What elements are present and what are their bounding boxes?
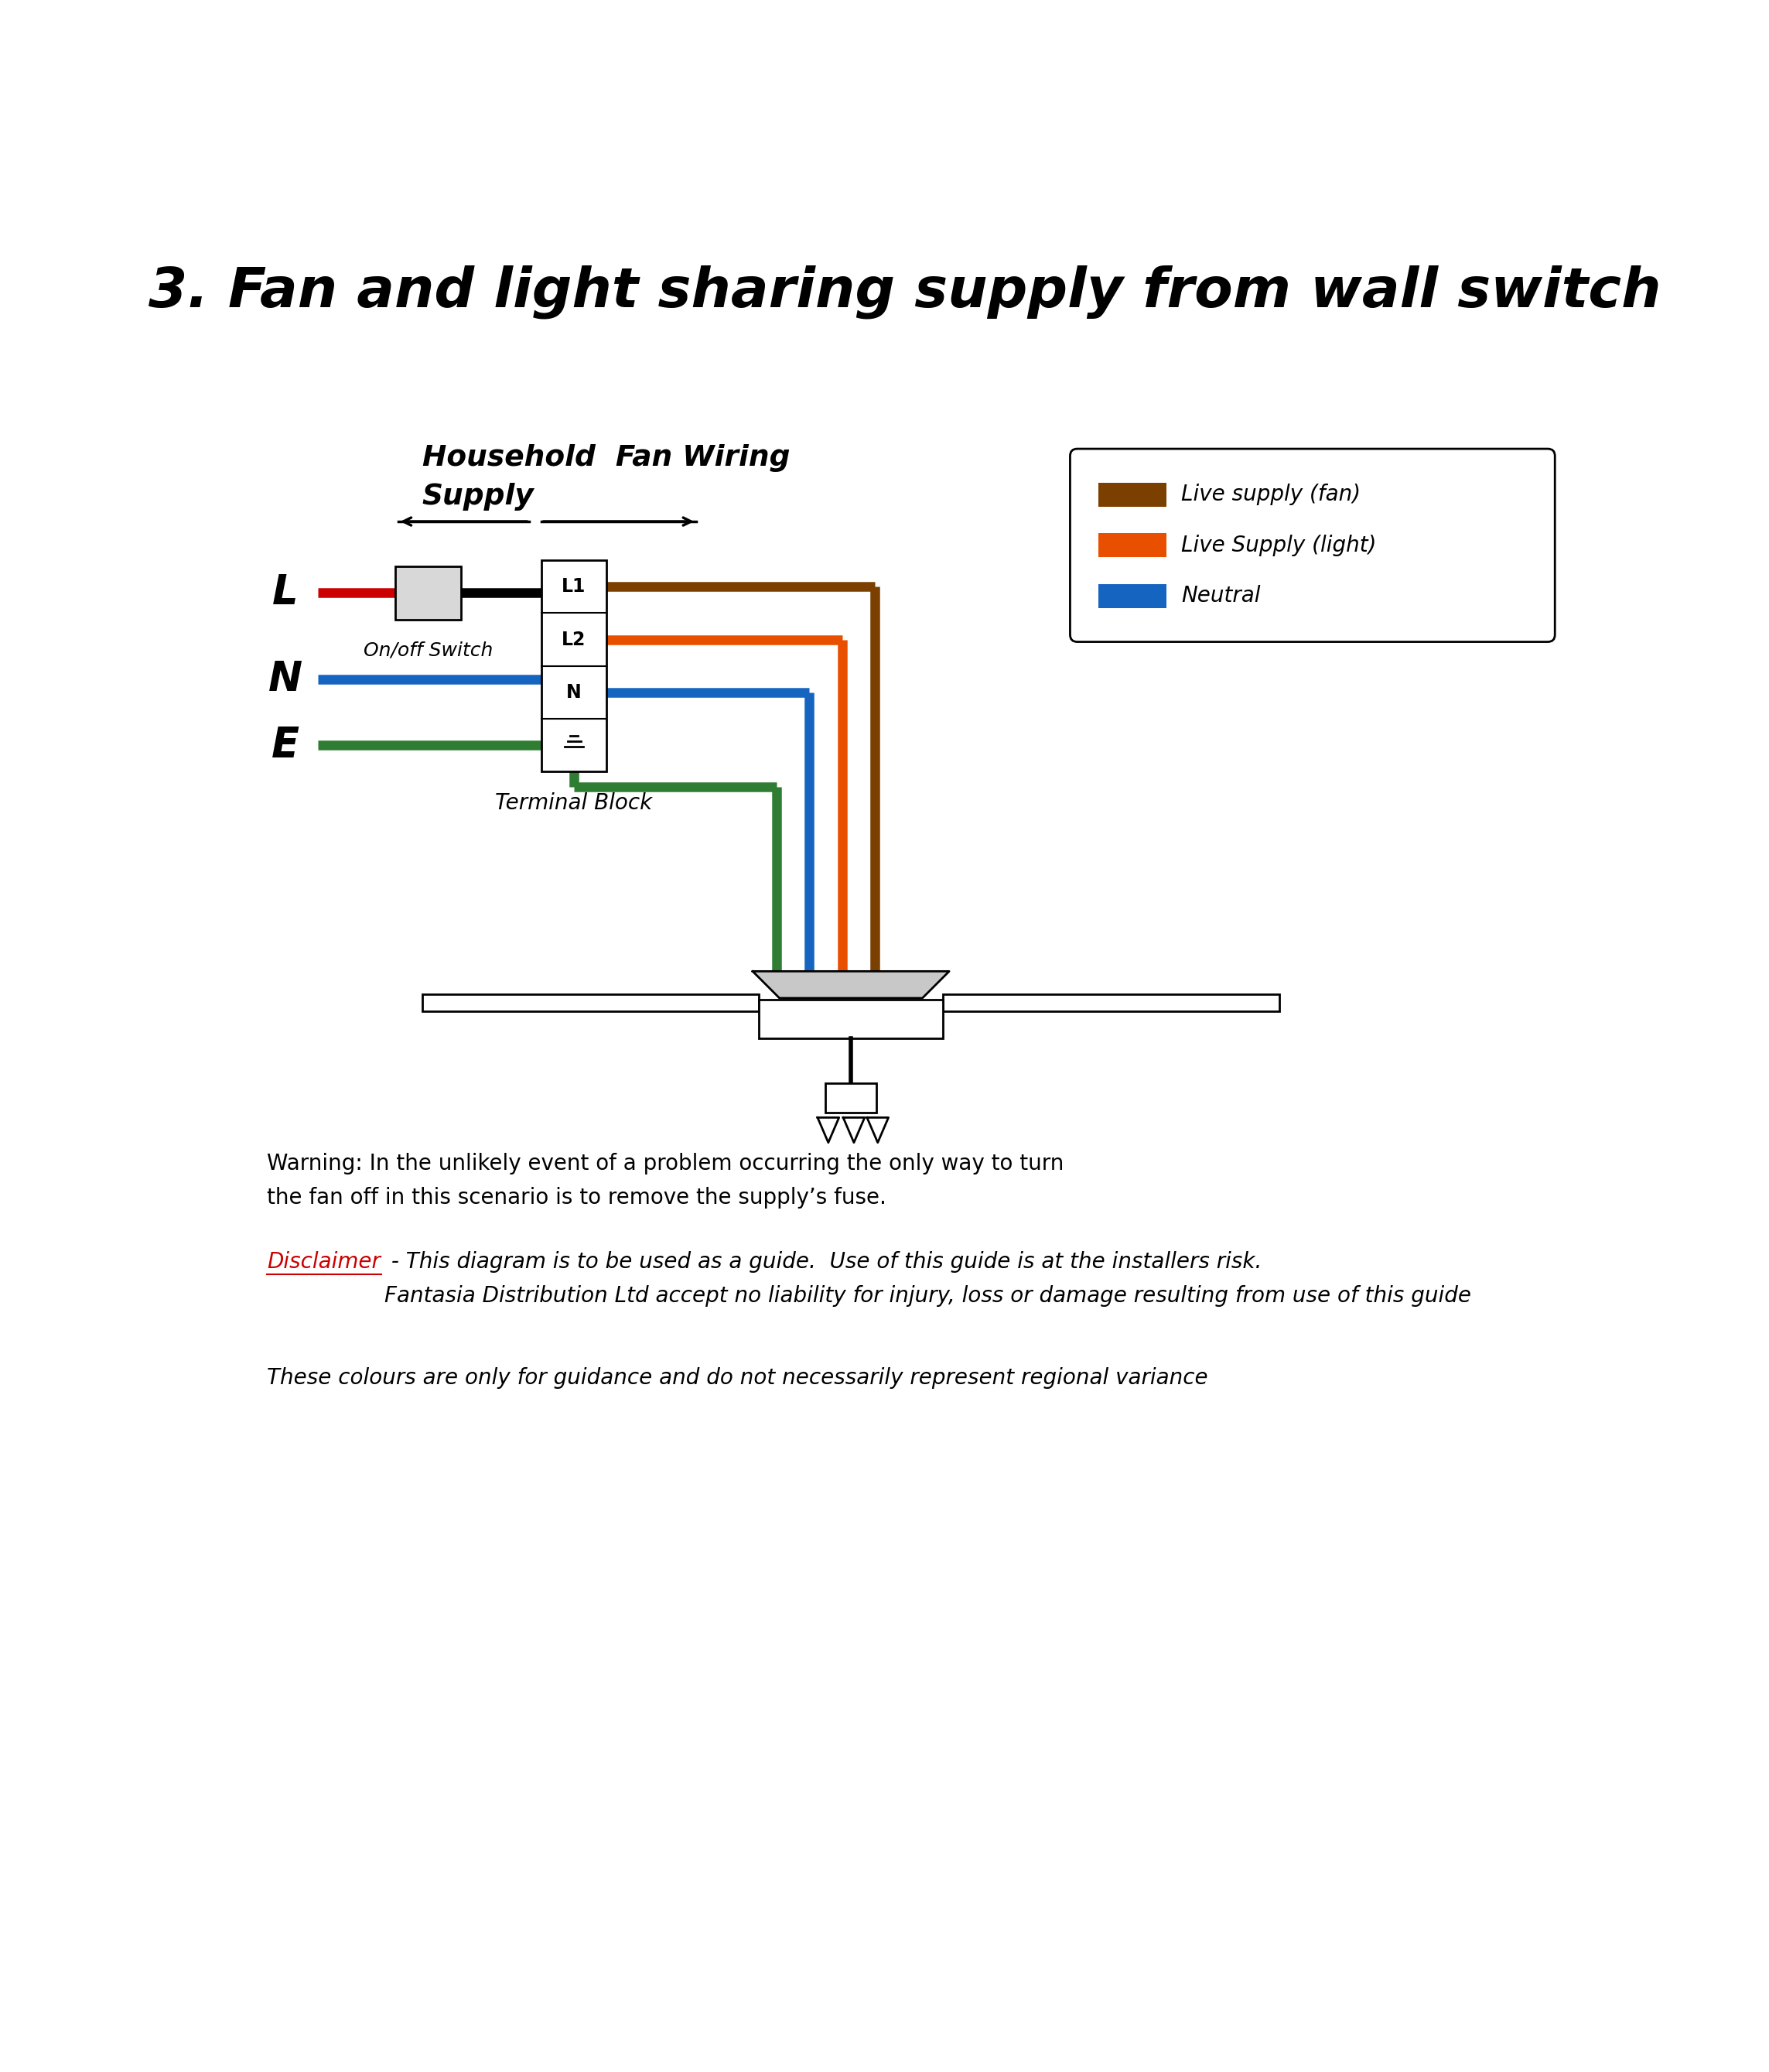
FancyBboxPatch shape	[1070, 450, 1555, 642]
Text: Live supply (fan): Live supply (fan)	[1182, 485, 1360, 506]
Text: - This diagram is to be used as a guide.  Use of this guide is at the installers: - This diagram is to be used as a guide.…	[384, 1251, 1472, 1307]
Text: These colours are only for guidance and do not necessarily represent regional va: These colours are only for guidance and …	[267, 1368, 1208, 1388]
Polygon shape	[752, 972, 950, 999]
Text: Neutral: Neutral	[1182, 584, 1261, 607]
Bar	[1099, 533, 1166, 557]
Text: Disclaimer: Disclaimer	[267, 1251, 380, 1272]
Text: Supply: Supply	[423, 483, 534, 510]
Text: L: L	[272, 572, 299, 613]
Text: Warning: In the unlikely event of a problem occurring the only way to turn
the f: Warning: In the unlikely event of a prob…	[267, 1152, 1065, 1208]
Text: On/off Switch: On/off Switch	[363, 640, 494, 659]
Bar	[826, 1084, 876, 1113]
Text: N: N	[269, 659, 302, 700]
Text: 3. Fan and light sharing supply from wall switch: 3. Fan and light sharing supply from wal…	[149, 265, 1661, 319]
Text: Household  Fan Wiring: Household Fan Wiring	[423, 443, 791, 472]
Bar	[423, 995, 759, 1011]
Text: E: E	[271, 725, 299, 765]
Bar	[1099, 483, 1166, 506]
Text: Live Supply (light): Live Supply (light)	[1182, 535, 1376, 555]
Text: L2: L2	[563, 630, 586, 649]
Text: N: N	[566, 684, 582, 702]
Bar	[943, 995, 1279, 1011]
Bar	[1099, 584, 1166, 607]
Bar	[541, 559, 607, 771]
Text: L1: L1	[563, 578, 586, 597]
Bar	[759, 999, 943, 1038]
Text: Terminal Block: Terminal Block	[495, 794, 653, 814]
Bar	[394, 566, 460, 620]
